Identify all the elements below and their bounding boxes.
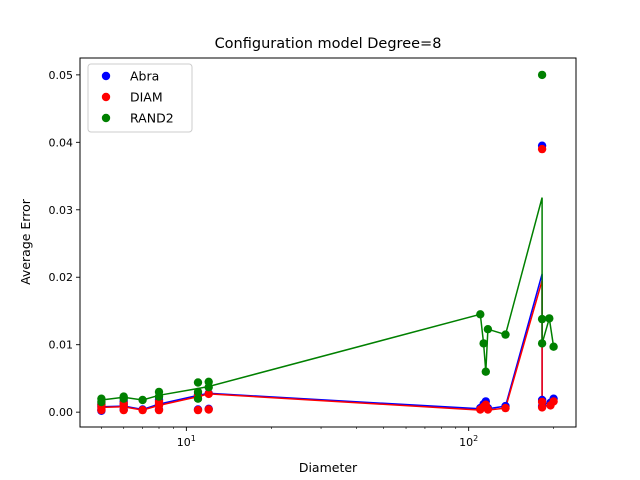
- data-point-rand2: [97, 397, 106, 407]
- data-point-rand2: [119, 394, 128, 403]
- data-point-diam: [483, 405, 493, 414]
- data-point-diam: [119, 405, 128, 415]
- y-axis-label: Average Error: [18, 198, 33, 285]
- y-axis: 0.00 0.01 0.02 0.03 0.04 0.05: [49, 69, 80, 419]
- data-point-diam: [154, 405, 164, 415]
- data-point-rand2: [193, 387, 203, 397]
- legend: Abra DIAM RAND2: [87, 63, 193, 133]
- data-point-rand2: [501, 330, 510, 339]
- y-tick-label: 0.05: [49, 69, 74, 82]
- legend-marker-rand2: [101, 113, 111, 123]
- legend-marker-abra: [101, 71, 111, 81]
- legend-label-rand2: RAND2: [130, 111, 174, 126]
- data-point-diam: [501, 403, 510, 413]
- data-point-rand2: [549, 342, 558, 351]
- data-point-diam: [138, 405, 147, 415]
- data-point-rand2: [537, 314, 547, 324]
- data-point-rand2: [154, 392, 164, 401]
- data-point-rand2: [204, 383, 213, 392]
- data-point-diam: [97, 405, 106, 415]
- data-point-rand2: [193, 394, 203, 403]
- y-tick-label: 0.03: [49, 204, 74, 217]
- x-axis-label: Diameter: [299, 460, 358, 475]
- data-point-diam: [204, 389, 213, 399]
- data-point-diam: [549, 397, 558, 406]
- y-tick-label: 0.04: [49, 136, 74, 149]
- data-point-diam: [204, 405, 213, 414]
- data-point-diam: [537, 403, 547, 412]
- data-point-rand2: [537, 339, 547, 348]
- y-tick-label: 0.02: [49, 271, 74, 284]
- y-tick-label: 0.00: [49, 406, 74, 419]
- chart-title: Configuration model Degree=8: [215, 36, 442, 52]
- data-point-rand2: [193, 378, 203, 387]
- data-point-rand2: [479, 339, 488, 348]
- data-point-diam: [193, 405, 203, 415]
- data-point-rand2: [476, 310, 485, 319]
- data-point-rand2: [545, 314, 554, 323]
- plot-area: [97, 70, 558, 415]
- legend-label-diam: DIAM: [130, 90, 163, 105]
- data-point-diam: [537, 144, 547, 154]
- data-point-rand2: [138, 395, 147, 405]
- data-point-rand2: [481, 367, 490, 376]
- axes-frame: [79, 57, 577, 428]
- legend-marker-diam: [101, 92, 111, 102]
- legend-box: [87, 63, 193, 133]
- legend-label-abra: Abra: [130, 69, 159, 84]
- data-point-rand2: [537, 70, 547, 80]
- data-point-rand2: [483, 325, 493, 334]
- y-tick-label: 0.01: [49, 339, 74, 352]
- series-line-rand2: [101, 197, 555, 401]
